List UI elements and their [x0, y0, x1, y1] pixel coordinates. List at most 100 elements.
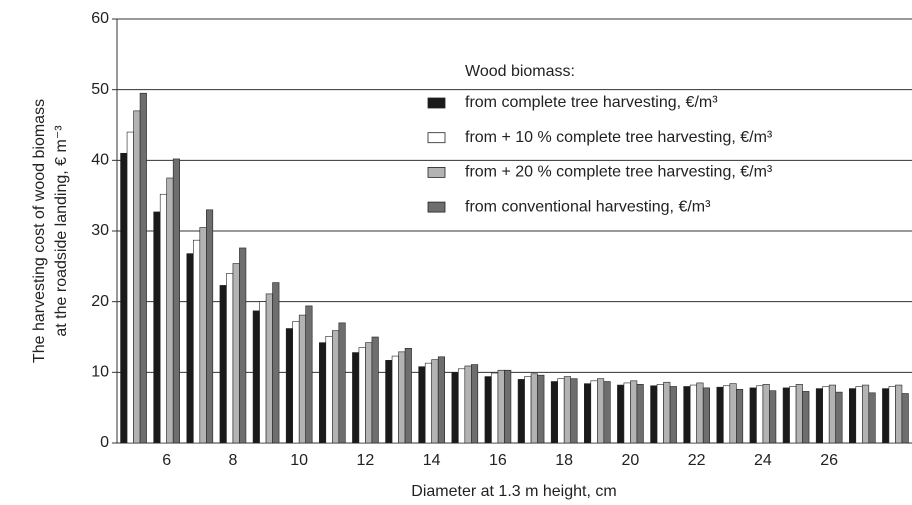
x-tick-label: 12: [357, 452, 375, 469]
x-tick-label: 14: [423, 452, 441, 469]
bar: [471, 364, 479, 444]
legend-label: from + 20 % complete tree harvesting, €/…: [465, 164, 773, 181]
bar: [451, 372, 459, 444]
bar: [723, 385, 731, 444]
bar: [603, 381, 611, 444]
legend-swatch: [427, 201, 446, 213]
bar: [689, 384, 697, 444]
bar: [663, 381, 671, 444]
bar: [716, 386, 724, 444]
bar: [239, 247, 247, 444]
bar: [636, 384, 644, 444]
bar: [882, 388, 890, 444]
bar: [491, 372, 499, 444]
bar: [617, 384, 625, 444]
x-tick-label: 24: [754, 452, 772, 469]
bar: [484, 376, 492, 444]
bar: [630, 380, 638, 444]
bar: [795, 384, 803, 444]
bar: [524, 376, 532, 444]
x-tick-label: 20: [622, 452, 640, 469]
bar: [497, 369, 505, 444]
bar: [431, 359, 439, 444]
x-tick-label: 22: [688, 452, 706, 469]
bar: [139, 92, 147, 444]
x-tick-label: 16: [489, 452, 507, 469]
x-tick-label: 26: [820, 452, 838, 469]
bar: [186, 253, 194, 444]
bar: [193, 239, 201, 444]
bar: [166, 177, 174, 444]
bar: [319, 342, 327, 444]
legend-title: Wood biomass:: [465, 63, 575, 80]
y-tick-label: 20: [91, 293, 109, 310]
legend-swatch: [427, 97, 446, 109]
bar: [358, 347, 366, 444]
bar: [835, 391, 843, 444]
bar: [199, 227, 207, 444]
bar: [537, 374, 545, 444]
bar: [385, 360, 393, 444]
bar: [597, 378, 605, 444]
bar: [332, 330, 340, 444]
bar: [862, 384, 870, 444]
bar: [815, 388, 823, 444]
bar: [418, 366, 426, 444]
legend-swatch: [427, 166, 446, 178]
bar: [895, 384, 903, 444]
y-axis-label: The harvesting cost of wood biomass: [31, 99, 48, 363]
bar: [590, 380, 598, 444]
bar: [623, 382, 631, 444]
bar: [371, 336, 379, 444]
y-tick-label: 0: [100, 434, 109, 451]
bar: [365, 342, 373, 444]
bar: [749, 387, 757, 444]
bar: [265, 293, 273, 444]
bar: [650, 385, 658, 444]
bar: [424, 362, 432, 444]
bar: [504, 369, 512, 444]
bar: [298, 314, 306, 444]
bar: [563, 376, 571, 444]
bar: [226, 273, 234, 444]
bar: [656, 384, 664, 444]
bar: [802, 391, 810, 444]
bar: [464, 365, 472, 444]
bar: [683, 386, 691, 444]
bar: [252, 310, 260, 444]
bar: [789, 386, 797, 444]
bar: [398, 351, 406, 444]
bar: [822, 386, 830, 444]
bar: [888, 386, 896, 444]
x-tick-label: 6: [162, 452, 171, 469]
bar: [325, 335, 333, 444]
bar: [153, 211, 161, 444]
bar: [530, 373, 538, 444]
y-tick-label: 60: [91, 10, 109, 27]
bar: [868, 392, 876, 444]
bar: [259, 301, 267, 444]
bar: [232, 263, 240, 444]
bar: [736, 388, 744, 444]
legend-label: from complete tree harvesting, €/m³: [465, 94, 718, 111]
bar: [756, 385, 764, 444]
bar: [437, 356, 445, 444]
bar: [517, 379, 525, 444]
bar: [729, 383, 737, 444]
y-tick-label: 40: [91, 152, 109, 169]
bar: [855, 386, 863, 444]
bar: [133, 110, 141, 444]
bar: [285, 328, 293, 444]
y-tick-label: 50: [91, 81, 109, 98]
bar: [769, 390, 777, 444]
bar: [762, 384, 770, 444]
bar: [206, 209, 214, 444]
bar: [458, 368, 466, 444]
bar: [550, 381, 558, 444]
bar: [901, 393, 909, 444]
legend-label: from conventional harvesting, €/m³: [465, 198, 711, 215]
bar: [391, 355, 399, 444]
bar: [219, 285, 227, 444]
bar: [172, 158, 180, 444]
